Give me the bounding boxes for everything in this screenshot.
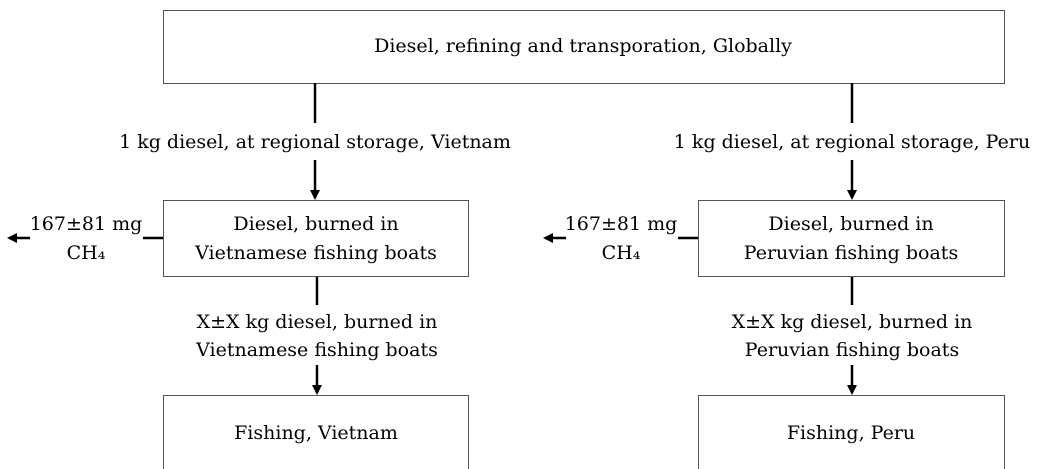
node-label: Fishing, Peru bbox=[787, 422, 915, 444]
edge-label: 1 kg diesel, at regional storage, Vietna… bbox=[119, 131, 511, 153]
node-label: Diesel, refining and transporation, Glob… bbox=[374, 35, 792, 57]
node-box bbox=[698, 395, 1005, 469]
node-box bbox=[163, 10, 1005, 84]
node-label: Fishing, Vietnam bbox=[234, 422, 398, 444]
node-box bbox=[163, 200, 469, 277]
edge-label: Peruvian fishing boats bbox=[745, 339, 959, 361]
emission-label: CH₄ bbox=[67, 242, 106, 264]
node-box bbox=[698, 200, 1005, 277]
edge-label: X±X kg diesel, burned in bbox=[197, 311, 438, 333]
node-label: Peruvian fishing boats bbox=[744, 242, 958, 264]
edge-label: X±X kg diesel, burned in bbox=[732, 311, 973, 333]
node-label: Diesel, burned in bbox=[233, 213, 398, 235]
edge-label: 1 kg diesel, at regional storage, Peru bbox=[674, 131, 1030, 153]
node-label: Diesel, burned in bbox=[768, 213, 933, 235]
emission-label: CH₄ bbox=[602, 242, 641, 264]
node-box bbox=[163, 395, 469, 469]
edge-label: Vietnamese fishing boats bbox=[195, 339, 438, 361]
emission-label: 167±81 mg bbox=[30, 213, 143, 235]
emission-label: 167±81 mg bbox=[565, 213, 678, 235]
node-label: Vietnamese fishing boats bbox=[194, 242, 437, 264]
